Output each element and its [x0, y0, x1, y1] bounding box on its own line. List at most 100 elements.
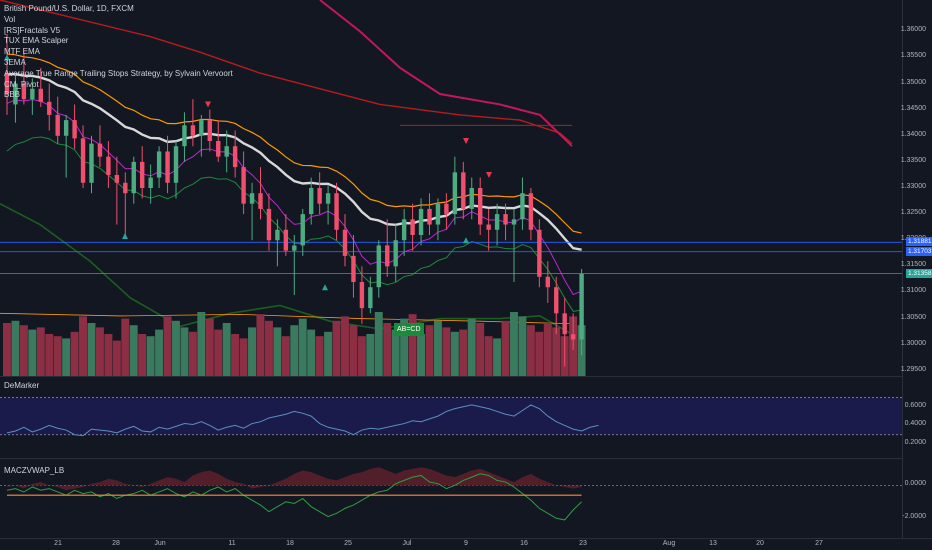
candle-body: [13, 83, 18, 105]
volume-bar: [510, 312, 518, 376]
candle-body: [427, 208, 432, 225]
candle-body: [241, 167, 246, 204]
candle-body: [249, 193, 255, 204]
volume-bar: [172, 320, 180, 376]
volume-bar: [467, 318, 476, 376]
volume-bar: [391, 329, 400, 376]
candle-body: [30, 88, 35, 100]
volume-bar: [11, 320, 20, 376]
candle-body: [461, 172, 466, 209]
y-axis-tick-label: 1.33500: [900, 156, 926, 164]
lower-band-line: [0, 202, 573, 335]
volume-bar: [298, 318, 307, 376]
macz-histogram: [7, 467, 582, 491]
candle-body: [537, 229, 542, 277]
volume-bar: [543, 323, 552, 376]
volume-bar: [180, 327, 189, 376]
ema-line-magenta: [6, 98, 582, 296]
volume-bar: [3, 323, 11, 376]
candle-body: [72, 120, 77, 139]
volume-bar: [129, 325, 138, 376]
ema-line-white: [6, 72, 582, 251]
x-axis-tick-label: 13: [709, 540, 717, 547]
volume-bar: [417, 334, 425, 376]
fractal-marker: [4, 54, 10, 61]
candle-body: [258, 193, 263, 209]
legend-item: Average True Range Trailing Stops Strate…: [4, 68, 233, 78]
volume-bar: [324, 331, 333, 376]
volume-bar: [248, 327, 256, 376]
candle-body: [199, 120, 204, 136]
volume-bar: [408, 314, 417, 376]
volume-bar: [442, 327, 451, 376]
volume-bar: [552, 327, 561, 376]
pivot-level-line: [0, 312, 573, 325]
demarker-line: [6, 404, 599, 437]
volume-bar: [239, 338, 248, 376]
candle-body: [190, 125, 196, 136]
candle-body: [376, 245, 381, 288]
x-axis-tick-label: Jun: [154, 540, 166, 547]
volume-bar: [307, 329, 316, 376]
volume-bar: [112, 340, 121, 376]
x-axis-tick-label: 9: [464, 540, 468, 547]
demarker-axis-label: 0.4000: [904, 420, 926, 428]
volume-bar: [155, 329, 164, 376]
macz-axis-label: -2.0000: [902, 513, 926, 521]
fractal-marker: [322, 284, 328, 291]
candle-body: [275, 229, 280, 241]
x-axis-tick-label: Aug: [662, 540, 676, 547]
candle-body: [410, 219, 415, 235]
candle-body: [4, 73, 10, 94]
volume-bar: [121, 318, 130, 376]
candle-body: [562, 313, 567, 335]
volume-bar: [36, 327, 45, 376]
candle-body: [80, 138, 86, 183]
volume-bar: [231, 334, 240, 376]
candle-body: [528, 193, 534, 230]
volume-bar: [45, 334, 54, 376]
candle-body: [131, 161, 136, 194]
candle-body: [486, 224, 491, 230]
candle-body: [21, 83, 27, 100]
y-axis-tick-label: 1.30000: [900, 339, 926, 347]
volume-bar: [518, 316, 527, 376]
volume-bar: [366, 334, 375, 376]
fractal-marker: [463, 237, 469, 244]
candle-body: [63, 120, 69, 136]
candle-body: [494, 214, 500, 230]
candle-body: [283, 229, 289, 251]
candle-body: [435, 203, 441, 225]
volume-bar: [70, 331, 79, 376]
candle-body: [359, 282, 365, 309]
candle-body: [317, 188, 322, 204]
volume-bar: [400, 318, 409, 376]
abcd-pattern-label: AB=CD: [394, 323, 424, 336]
volume-bar: [197, 312, 206, 376]
demarker-pane-title: DeMarker: [4, 381, 40, 390]
x-axis-tick-label: 23: [579, 540, 587, 547]
x-axis-tick-label: 21: [54, 540, 62, 547]
candle-body: [38, 88, 43, 102]
volume-bar: [501, 320, 510, 376]
candle-body: [106, 156, 111, 175]
volume-bar: [95, 327, 104, 376]
volume-bar: [273, 327, 282, 376]
volume-bar: [341, 316, 349, 376]
volume-bar: [53, 336, 62, 376]
volume-bar: [214, 329, 223, 376]
candle-body: [342, 229, 348, 256]
upper-band-line: [0, 0, 573, 145]
fractal-marker: [486, 171, 492, 178]
x-axis-tick-label: 25: [344, 540, 352, 547]
y-axis-tick-label: 1.31000: [900, 287, 926, 295]
x-axis-tick-label: 27: [815, 540, 823, 547]
volume-bar: [332, 320, 341, 376]
volume-bar: [493, 338, 502, 376]
x-axis-tick-label: 16: [520, 540, 528, 547]
candle-body: [520, 193, 525, 220]
y-axis-tick-label: 1.35000: [900, 78, 926, 86]
price-tag: 1.31358: [906, 268, 932, 278]
price-tag: 1.31881: [906, 237, 932, 247]
